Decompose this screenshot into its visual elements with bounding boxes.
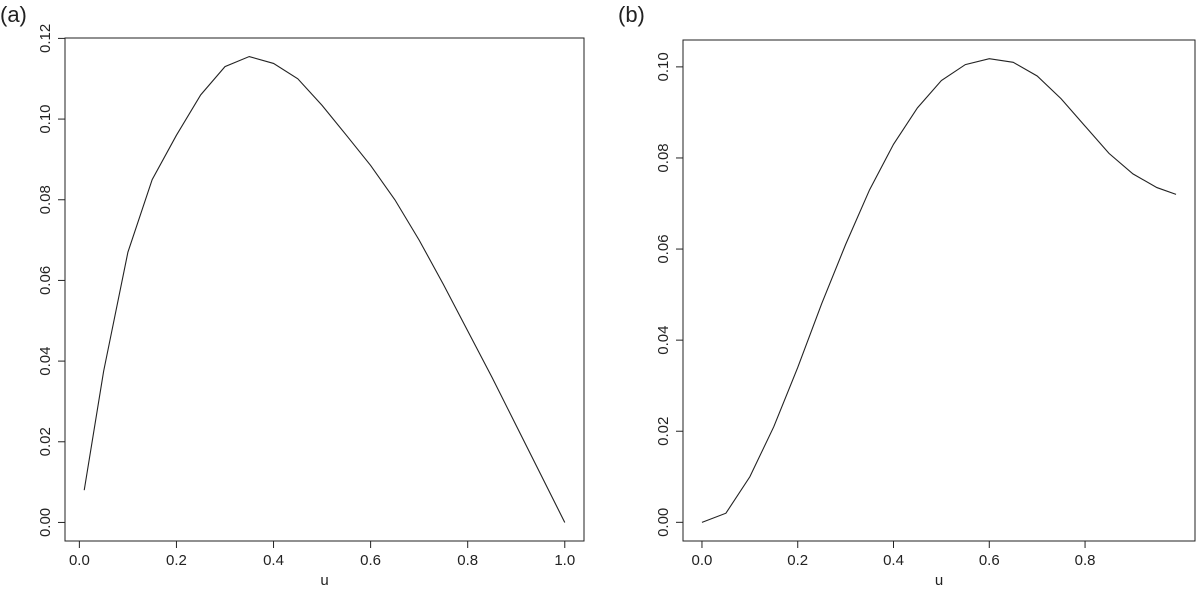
y-tick-label: 0.08 bbox=[655, 143, 672, 172]
x-tick-label: 0.0 bbox=[692, 552, 713, 569]
x-axis-label: u bbox=[320, 572, 328, 589]
y-tick-label: 0.02 bbox=[655, 417, 672, 446]
y-tick-label: 0.06 bbox=[655, 234, 672, 263]
curve bbox=[701, 58, 1177, 523]
x-tick-label: 0.2 bbox=[166, 552, 187, 569]
plot-frame bbox=[64, 37, 585, 542]
y-tick-label: 0.10 bbox=[37, 104, 54, 133]
x-tick-label: 0.2 bbox=[787, 552, 808, 569]
y-tick-label: 0.12 bbox=[37, 24, 54, 53]
curve bbox=[83, 55, 566, 523]
x-tick-label: 0.6 bbox=[360, 552, 381, 569]
x-tick-label: 1.0 bbox=[554, 552, 575, 569]
x-tick-label: 0.8 bbox=[457, 552, 478, 569]
y-tick-label: 0.06 bbox=[37, 266, 54, 295]
y-tick-label: 0.04 bbox=[655, 326, 672, 355]
y-tick-label: 0.10 bbox=[655, 52, 672, 81]
y-tick-label: 0.02 bbox=[37, 427, 54, 456]
panel-label: (b) bbox=[618, 2, 645, 27]
x-tick-label: 0.8 bbox=[1075, 552, 1096, 569]
plot-frame bbox=[682, 39, 1196, 542]
x-tick-label: 0.4 bbox=[883, 552, 904, 569]
y-tick-label: 0.00 bbox=[37, 508, 54, 537]
x-tick-label: 0.6 bbox=[979, 552, 1000, 569]
y-tick-label: 0.08 bbox=[37, 185, 54, 214]
x-tick-label: 0.0 bbox=[69, 552, 90, 569]
x-axis-label: u bbox=[935, 572, 943, 589]
x-tick-label: 0.4 bbox=[263, 552, 284, 569]
y-tick-label: 0.00 bbox=[655, 508, 672, 537]
panel-label: (a) bbox=[0, 2, 27, 27]
y-tick-label: 0.04 bbox=[37, 346, 54, 375]
